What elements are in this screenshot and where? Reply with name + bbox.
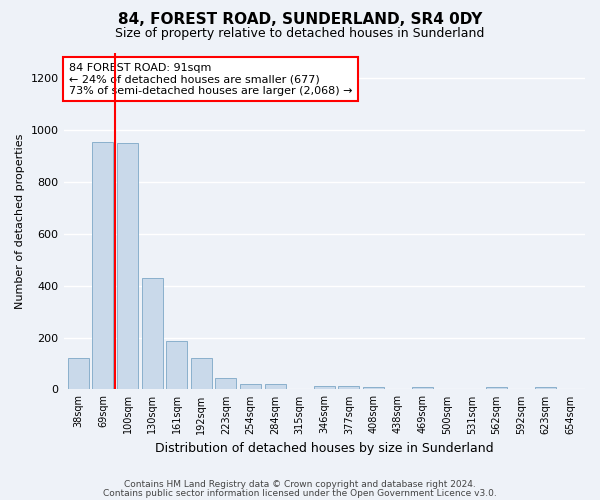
Bar — [166, 342, 187, 390]
Bar — [240, 384, 261, 390]
Bar — [142, 278, 163, 390]
Bar — [363, 387, 384, 390]
Bar — [191, 358, 212, 390]
Text: Contains public sector information licensed under the Open Government Licence v3: Contains public sector information licen… — [103, 488, 497, 498]
Bar — [265, 384, 286, 390]
Bar — [215, 378, 236, 390]
Bar — [314, 386, 335, 390]
X-axis label: Distribution of detached houses by size in Sunderland: Distribution of detached houses by size … — [155, 442, 494, 455]
Bar — [92, 142, 113, 390]
Y-axis label: Number of detached properties: Number of detached properties — [15, 134, 25, 308]
Bar — [412, 387, 433, 390]
Bar — [338, 386, 359, 390]
Text: Contains HM Land Registry data © Crown copyright and database right 2024.: Contains HM Land Registry data © Crown c… — [124, 480, 476, 489]
Text: Size of property relative to detached houses in Sunderland: Size of property relative to detached ho… — [115, 28, 485, 40]
Bar — [486, 387, 507, 390]
Bar — [535, 387, 556, 390]
Bar — [117, 143, 138, 390]
Text: 84, FOREST ROAD, SUNDERLAND, SR4 0DY: 84, FOREST ROAD, SUNDERLAND, SR4 0DY — [118, 12, 482, 28]
Bar — [68, 358, 89, 390]
Text: 84 FOREST ROAD: 91sqm
← 24% of detached houses are smaller (677)
73% of semi-det: 84 FOREST ROAD: 91sqm ← 24% of detached … — [69, 62, 352, 96]
